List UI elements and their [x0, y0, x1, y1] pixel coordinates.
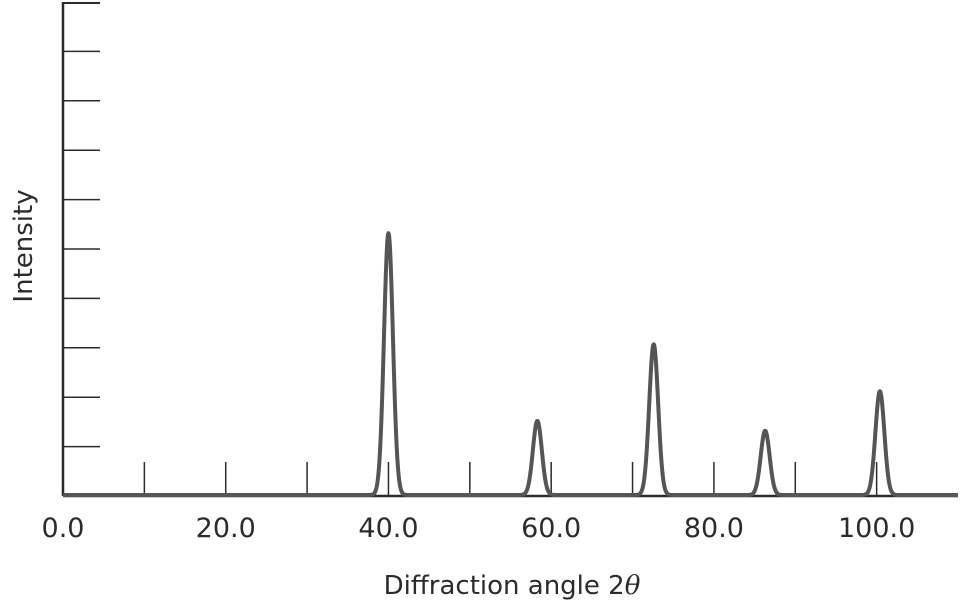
x-tick-label: 100.0	[838, 513, 915, 544]
y-axis-label: Intensity	[9, 189, 39, 302]
diffraction-pattern-line	[61, 231, 960, 497]
x-tick-labels: 0.0 20.0 40.0 60.0 80.0 100.0	[42, 513, 916, 544]
x-tick-label: 40.0	[358, 513, 418, 544]
x-tick-label: 60.0	[521, 513, 581, 544]
x-axis-label-symbol: θ	[625, 571, 641, 601]
series-group	[61, 231, 960, 497]
x-tick-label: 20.0	[196, 513, 256, 544]
x-tick-label: 80.0	[684, 513, 744, 544]
x-axis-label: Diffraction angle 2θ	[384, 571, 641, 601]
chart-axes	[61, 2, 958, 498]
x-axis-label-text: Diffraction angle 2	[384, 571, 625, 601]
chart-ticks	[63, 50, 878, 496]
x-tick-label: 0.0	[42, 513, 85, 544]
